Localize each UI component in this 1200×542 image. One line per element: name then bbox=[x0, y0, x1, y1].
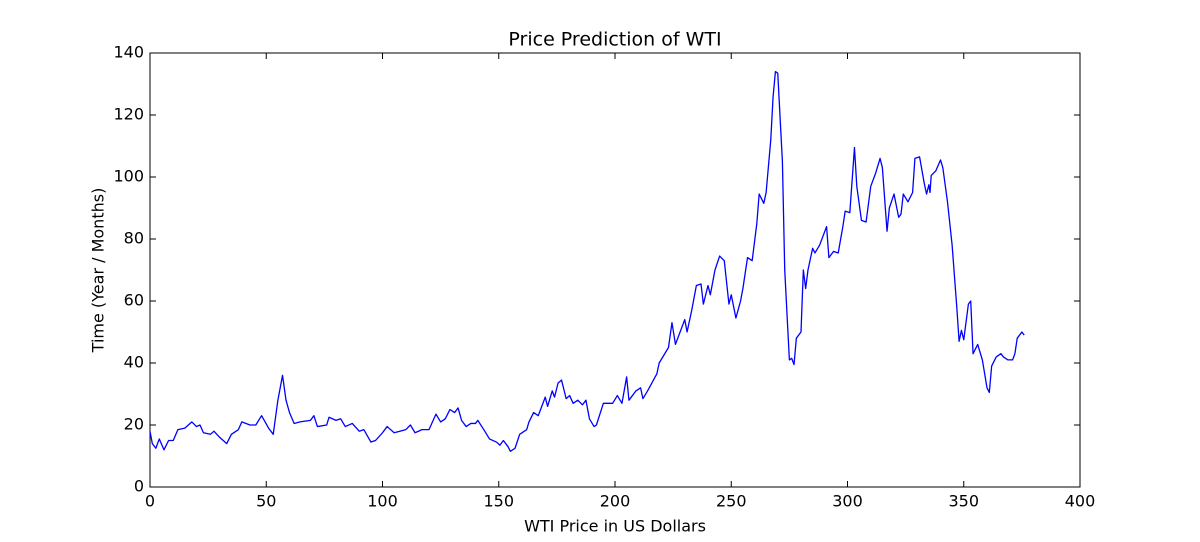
y-tick-label: 40 bbox=[124, 353, 144, 372]
y-tick-label: 100 bbox=[113, 167, 144, 186]
y-tick-label: 20 bbox=[124, 415, 144, 434]
plot-frame bbox=[149, 52, 1081, 488]
x-tick-label: 300 bbox=[832, 492, 863, 511]
price-line bbox=[149, 70, 1025, 452]
x-axis-label: WTI Price in US Dollars bbox=[524, 517, 706, 536]
x-tick-label: 350 bbox=[948, 492, 979, 511]
x-tick-label: 50 bbox=[256, 492, 276, 511]
y-tick-label: 80 bbox=[124, 229, 144, 248]
y-tick-label: 60 bbox=[124, 291, 144, 310]
x-tick-label: 400 bbox=[1065, 492, 1096, 511]
y-tick-label: 120 bbox=[113, 105, 144, 124]
y-tick-label: 0 bbox=[134, 477, 144, 496]
x-tick-label: 100 bbox=[367, 492, 398, 511]
x-tick-label: 150 bbox=[483, 492, 514, 511]
y-axis-label: Time (Year / Months) bbox=[89, 188, 108, 354]
x-tick-label: 0 bbox=[145, 492, 155, 511]
x-tick-label: 200 bbox=[600, 492, 631, 511]
y-tick-label: 140 bbox=[113, 43, 144, 62]
x-tick-label: 250 bbox=[716, 492, 747, 511]
chart-title: Price Prediction of WTI bbox=[508, 29, 721, 51]
